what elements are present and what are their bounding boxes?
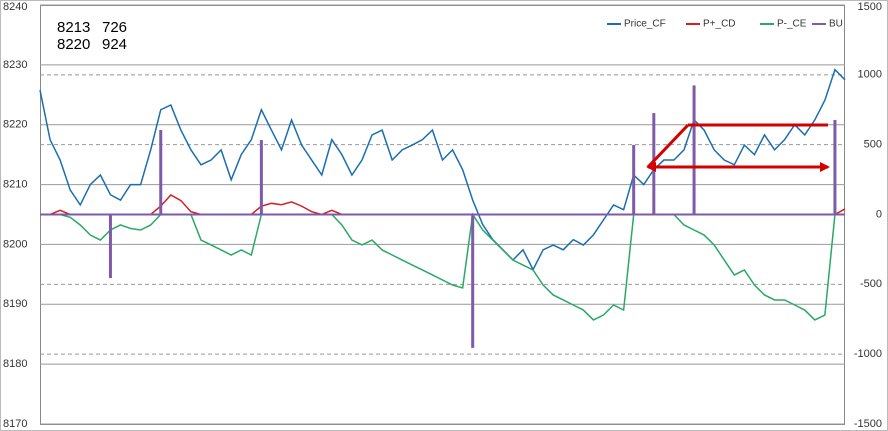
y-tick-label: 8210 [3,178,27,190]
bar [471,214,475,348]
y2-tick-label: 1000 [858,69,882,81]
annotation: 924 [102,36,127,53]
annotation: 8220 [57,36,90,53]
arrow-head [646,162,656,172]
y-tick-label: 8220 [3,119,27,131]
legend-label: Price_CF [624,19,666,30]
series-line [39,68,846,272]
arrow-head [820,162,830,172]
annotation: 8213 [57,19,90,36]
bar [833,119,837,215]
y2-tick-label: -1000 [854,348,882,360]
y-tick-label: 8180 [3,358,27,370]
bar [692,85,696,215]
y-tick-label: 8230 [3,59,27,71]
bar [159,130,163,215]
legend-label: P+_CD [703,19,736,30]
y2-tick-label: 0 [876,208,882,220]
legend-label: BU [829,19,843,30]
y2-tick-label: 1500 [858,1,882,13]
bar [108,214,112,279]
y-tick-label: 8170 [3,418,27,430]
bar [259,140,263,215]
drawn-line [646,123,690,169]
y2-tick-label: 500 [864,139,882,151]
legend-label: P-_CE [777,19,807,30]
y-tick-label: 8200 [3,238,27,250]
y-tick-label: 8240 [3,1,27,13]
annotation: 726 [102,19,127,36]
y-tick-label: 8190 [3,298,27,310]
y2-tick-label: -500 [860,278,882,290]
y2-tick-label: -1500 [854,418,882,430]
bar [632,144,636,215]
